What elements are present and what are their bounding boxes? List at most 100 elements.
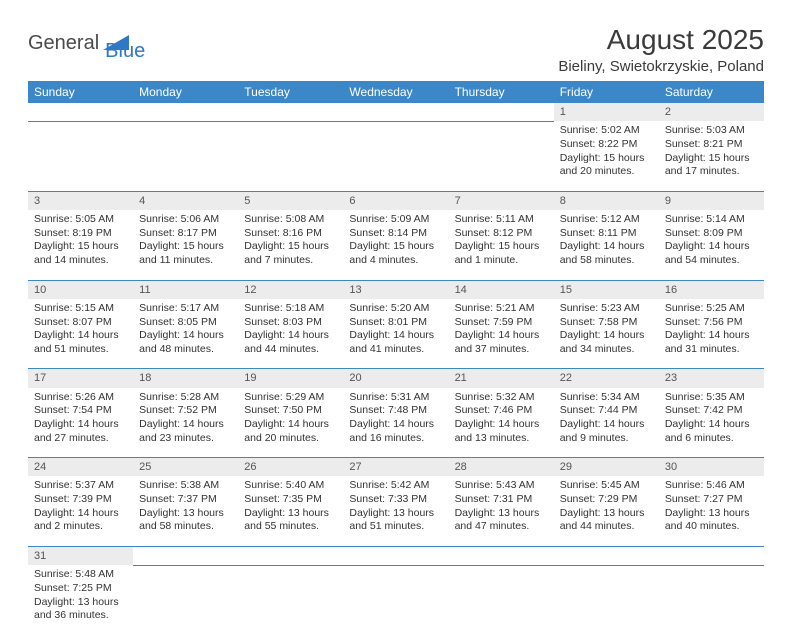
day-sunset: Sunset: 8:17 PM bbox=[139, 227, 232, 241]
day-cell bbox=[449, 121, 554, 191]
day-number-cell: 20 bbox=[343, 369, 448, 388]
day-number-cell: 18 bbox=[133, 369, 238, 388]
day-day1: Daylight: 14 hours bbox=[244, 329, 337, 343]
day-sunrise: Sunrise: 5:35 AM bbox=[665, 391, 758, 405]
day-sunset: Sunset: 7:58 PM bbox=[560, 316, 653, 330]
day-number-cell bbox=[343, 103, 448, 121]
day-number-cell: 8 bbox=[554, 191, 659, 210]
day-sunset: Sunset: 7:27 PM bbox=[665, 493, 758, 507]
day-sunset: Sunset: 8:22 PM bbox=[560, 138, 653, 152]
day-day1: Daylight: 14 hours bbox=[665, 329, 758, 343]
day-number-cell: 21 bbox=[449, 369, 554, 388]
day-day2: and 36 minutes. bbox=[34, 609, 127, 623]
day-sunset: Sunset: 7:56 PM bbox=[665, 316, 758, 330]
day-day2: and 48 minutes. bbox=[139, 343, 232, 357]
day-day1: Daylight: 13 hours bbox=[34, 596, 127, 610]
day-number-cell bbox=[343, 546, 448, 565]
day-cell: Sunrise: 5:11 AMSunset: 8:12 PMDaylight:… bbox=[449, 210, 554, 280]
day-day1: Daylight: 14 hours bbox=[244, 418, 337, 432]
day-cell bbox=[554, 565, 659, 635]
day-cell: Sunrise: 5:06 AMSunset: 8:17 PMDaylight:… bbox=[133, 210, 238, 280]
day-cell: Sunrise: 5:40 AMSunset: 7:35 PMDaylight:… bbox=[238, 476, 343, 546]
day-sunset: Sunset: 7:33 PM bbox=[349, 493, 442, 507]
day-sunset: Sunset: 7:48 PM bbox=[349, 404, 442, 418]
day-number-cell: 7 bbox=[449, 191, 554, 210]
day-day2: and 13 minutes. bbox=[455, 432, 548, 446]
day-sunset: Sunset: 8:09 PM bbox=[665, 227, 758, 241]
day-cell: Sunrise: 5:28 AMSunset: 7:52 PMDaylight:… bbox=[133, 388, 238, 458]
day-sunrise: Sunrise: 5:31 AM bbox=[349, 391, 442, 405]
day-sunset: Sunset: 8:01 PM bbox=[349, 316, 442, 330]
day-day2: and 31 minutes. bbox=[665, 343, 758, 357]
day-sunrise: Sunrise: 5:17 AM bbox=[139, 302, 232, 316]
day-number-cell: 6 bbox=[343, 191, 448, 210]
day-sunrise: Sunrise: 5:23 AM bbox=[560, 302, 653, 316]
day-sunrise: Sunrise: 5:06 AM bbox=[139, 213, 232, 227]
day-number-cell: 30 bbox=[659, 458, 764, 477]
day-sunrise: Sunrise: 5:29 AM bbox=[244, 391, 337, 405]
day-day2: and 41 minutes. bbox=[349, 343, 442, 357]
day-cell: Sunrise: 5:14 AMSunset: 8:09 PMDaylight:… bbox=[659, 210, 764, 280]
day-cell: Sunrise: 5:08 AMSunset: 8:16 PMDaylight:… bbox=[238, 210, 343, 280]
day-cell bbox=[343, 565, 448, 635]
day-day2: and 2 minutes. bbox=[34, 520, 127, 534]
day-sunset: Sunset: 8:21 PM bbox=[665, 138, 758, 152]
day-sunrise: Sunrise: 5:48 AM bbox=[34, 568, 127, 582]
day-sunset: Sunset: 8:03 PM bbox=[244, 316, 337, 330]
day-number-row: 31 bbox=[28, 546, 764, 565]
day-day2: and 6 minutes. bbox=[665, 432, 758, 446]
day-sunrise: Sunrise: 5:45 AM bbox=[560, 479, 653, 493]
day-sunset: Sunset: 7:46 PM bbox=[455, 404, 548, 418]
day-day1: Daylight: 14 hours bbox=[665, 240, 758, 254]
day-day1: Daylight: 15 hours bbox=[349, 240, 442, 254]
day-day1: Daylight: 14 hours bbox=[560, 240, 653, 254]
weekday-header: Sunday bbox=[28, 81, 133, 103]
day-cell: Sunrise: 5:02 AMSunset: 8:22 PMDaylight:… bbox=[554, 121, 659, 191]
day-sunset: Sunset: 7:31 PM bbox=[455, 493, 548, 507]
day-number-cell bbox=[133, 546, 238, 565]
day-number-cell bbox=[238, 103, 343, 121]
day-number-cell: 23 bbox=[659, 369, 764, 388]
day-number-row: 12 bbox=[28, 103, 764, 121]
day-day1: Daylight: 14 hours bbox=[560, 329, 653, 343]
day-cell: Sunrise: 5:46 AMSunset: 7:27 PMDaylight:… bbox=[659, 476, 764, 546]
day-number-cell: 2 bbox=[659, 103, 764, 121]
day-number-cell: 14 bbox=[449, 280, 554, 299]
weekday-header: Wednesday bbox=[343, 81, 448, 103]
day-number-cell: 4 bbox=[133, 191, 238, 210]
day-cell bbox=[28, 121, 133, 191]
day-day1: Daylight: 13 hours bbox=[665, 507, 758, 521]
day-number-cell bbox=[449, 546, 554, 565]
day-day2: and 44 minutes. bbox=[244, 343, 337, 357]
day-day2: and 14 minutes. bbox=[34, 254, 127, 268]
day-content-row: Sunrise: 5:05 AMSunset: 8:19 PMDaylight:… bbox=[28, 210, 764, 280]
day-day1: Daylight: 14 hours bbox=[139, 418, 232, 432]
day-sunrise: Sunrise: 5:37 AM bbox=[34, 479, 127, 493]
day-number-cell: 1 bbox=[554, 103, 659, 121]
day-number-cell: 12 bbox=[238, 280, 343, 299]
day-day1: Daylight: 13 hours bbox=[139, 507, 232, 521]
day-cell: Sunrise: 5:05 AMSunset: 8:19 PMDaylight:… bbox=[28, 210, 133, 280]
day-sunset: Sunset: 8:12 PM bbox=[455, 227, 548, 241]
day-sunset: Sunset: 8:07 PM bbox=[34, 316, 127, 330]
day-day2: and 58 minutes. bbox=[560, 254, 653, 268]
day-sunrise: Sunrise: 5:12 AM bbox=[560, 213, 653, 227]
weekday-header: Saturday bbox=[659, 81, 764, 103]
day-number-cell bbox=[659, 546, 764, 565]
day-sunset: Sunset: 7:44 PM bbox=[560, 404, 653, 418]
day-cell: Sunrise: 5:43 AMSunset: 7:31 PMDaylight:… bbox=[449, 476, 554, 546]
day-sunset: Sunset: 7:29 PM bbox=[560, 493, 653, 507]
day-day2: and 47 minutes. bbox=[455, 520, 548, 534]
day-number-cell: 28 bbox=[449, 458, 554, 477]
day-number-cell bbox=[238, 546, 343, 565]
day-sunrise: Sunrise: 5:34 AM bbox=[560, 391, 653, 405]
day-sunrise: Sunrise: 5:20 AM bbox=[349, 302, 442, 316]
day-cell: Sunrise: 5:15 AMSunset: 8:07 PMDaylight:… bbox=[28, 299, 133, 369]
day-cell bbox=[659, 565, 764, 635]
day-sunrise: Sunrise: 5:21 AM bbox=[455, 302, 548, 316]
page-title: August 2025 bbox=[558, 24, 764, 56]
day-cell: Sunrise: 5:35 AMSunset: 7:42 PMDaylight:… bbox=[659, 388, 764, 458]
day-sunset: Sunset: 8:16 PM bbox=[244, 227, 337, 241]
day-day1: Daylight: 14 hours bbox=[455, 418, 548, 432]
day-sunset: Sunset: 7:25 PM bbox=[34, 582, 127, 596]
